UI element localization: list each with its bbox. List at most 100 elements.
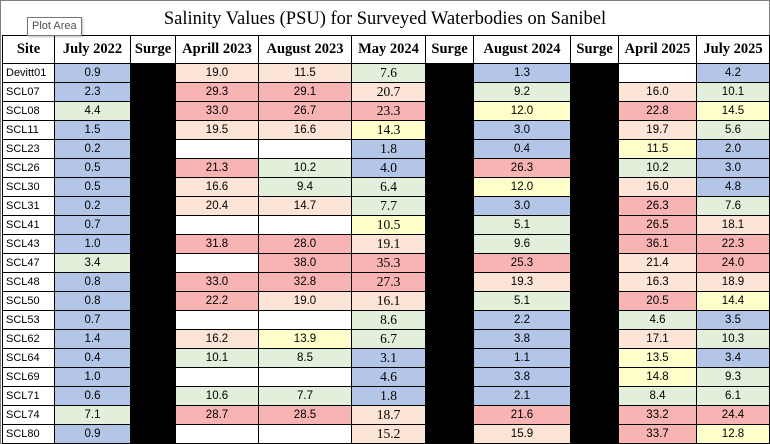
value-cell-july-2022: 0.4: [54, 348, 131, 368]
value-cell-july-2022: 0.2: [54, 196, 131, 216]
site-cell: SCL53: [2, 310, 55, 330]
value-cell-july-2025: 18.9: [696, 272, 770, 292]
value-cell-april-2023: 20.4: [175, 196, 259, 216]
surge-cell: [130, 234, 176, 254]
value-cell-april-2023: [175, 139, 259, 159]
value-cell-july-2025: 4.8: [696, 177, 770, 197]
site-cell: SCL30: [2, 177, 55, 197]
surge-cell: [130, 253, 176, 273]
site-cell: SCL74: [2, 405, 55, 425]
value-cell-august-2023: 13.9: [258, 329, 352, 349]
value-cell-april-2025: [618, 63, 697, 83]
surge-cell: [425, 272, 474, 292]
value-cell-april-2025: 17.1: [618, 329, 697, 349]
value-cell-august-2023: 38.0: [258, 253, 352, 273]
value-cell-august-2023: 8.5: [258, 348, 352, 368]
site-cell: SCL31: [2, 196, 55, 216]
table-row: SCL41 0.7 10.5 5.1 26.5 18.1: [2, 215, 770, 235]
site-cell: SCL48: [2, 272, 55, 292]
value-cell-april-2025: 4.6: [618, 310, 697, 330]
surge-cell: [130, 158, 176, 178]
value-cell-july-2022: 0.8: [54, 291, 131, 311]
value-cell-april-2023: [175, 367, 259, 387]
value-cell-april-2023: 19.0: [175, 63, 259, 83]
surge-cell: [425, 196, 474, 216]
value-cell-july-2025: 12.8: [696, 424, 770, 444]
surge-cell: [130, 272, 176, 292]
surge-cell: [570, 272, 619, 292]
header-surge-2: Surge: [425, 35, 474, 64]
header-site: Site: [2, 35, 55, 64]
value-cell-april-2025: 19.7: [618, 120, 697, 140]
header-august-2024: August 2024: [473, 35, 571, 64]
value-cell-august-2024: 3.8: [473, 329, 571, 349]
value-cell-april-2023: 16.2: [175, 329, 259, 349]
value-cell-august-2024: 9.2: [473, 82, 571, 102]
site-cell: SCL50: [2, 291, 55, 311]
table-row: SCL23 0.2 1.8 0.4 11.5 2.0: [2, 139, 770, 159]
surge-cell: [425, 253, 474, 273]
value-cell-may-2024: 3.1: [351, 348, 426, 368]
value-cell-august-2024: 5.1: [473, 215, 571, 235]
surge-cell: [570, 63, 619, 83]
surge-cell: [425, 101, 474, 121]
value-cell-august-2023: 9.4: [258, 177, 352, 197]
value-cell-july-2025: 3.0: [696, 158, 770, 178]
surge-cell: [130, 310, 176, 330]
surge-cell: [130, 120, 176, 140]
value-cell-august-2024: 12.0: [473, 101, 571, 121]
value-cell-august-2024: 1.1: [473, 348, 571, 368]
site-cell: SCL64: [2, 348, 55, 368]
surge-cell: [570, 120, 619, 140]
value-cell-august-2024: 3.0: [473, 196, 571, 216]
surge-cell: [570, 158, 619, 178]
header-july-2022: July 2022: [54, 35, 131, 64]
surge-cell: [425, 424, 474, 444]
value-cell-august-2024: 1.3: [473, 63, 571, 83]
value-cell-july-2022: 0.8: [54, 272, 131, 292]
value-cell-august-2024: 9.6: [473, 234, 571, 254]
surge-cell: [130, 329, 176, 349]
surge-cell: [130, 348, 176, 368]
value-cell-august-2024: 26.3: [473, 158, 571, 178]
site-cell: SCL47: [2, 253, 55, 273]
value-cell-july-2022: 1.4: [54, 329, 131, 349]
value-cell-april-2023: 21.3: [175, 158, 259, 178]
value-cell-july-2022: 2.3: [54, 82, 131, 102]
surge-cell: [570, 386, 619, 406]
value-cell-july-2025: 24.4: [696, 405, 770, 425]
value-cell-april-2025: 10.2: [618, 158, 697, 178]
value-cell-may-2024: 16.1: [351, 291, 426, 311]
value-cell-july-2022: 0.5: [54, 177, 131, 197]
surge-cell: [570, 424, 619, 444]
value-cell-april-2023: 33.0: [175, 272, 259, 292]
value-cell-august-2023: 29.1: [258, 82, 352, 102]
surge-cell: [570, 367, 619, 387]
site-cell: SCL43: [2, 234, 55, 254]
value-cell-august-2024: 21.6: [473, 405, 571, 425]
value-cell-july-2022: 4.4: [54, 101, 131, 121]
value-cell-may-2024: 4.6: [351, 367, 426, 387]
value-cell-august-2023: [258, 310, 352, 330]
value-cell-july-2022: 1.0: [54, 234, 131, 254]
surge-cell: [570, 348, 619, 368]
header-may-2024: May 2024: [351, 35, 426, 64]
surge-cell: [425, 82, 474, 102]
surge-cell: [425, 234, 474, 254]
value-cell-july-2022: 0.7: [54, 310, 131, 330]
value-cell-august-2024: 12.0: [473, 177, 571, 197]
value-cell-july-2022: 0.7: [54, 215, 131, 235]
value-cell-may-2024: 8.6: [351, 310, 426, 330]
value-cell-april-2025: 20.5: [618, 291, 697, 311]
value-cell-july-2022: 0.2: [54, 139, 131, 159]
value-cell-august-2023: 26.7: [258, 101, 352, 121]
value-cell-may-2024: 19.1: [351, 234, 426, 254]
surge-cell: [130, 291, 176, 311]
value-cell-july-2022: 3.4: [54, 253, 131, 273]
value-cell-april-2025: 16.3: [618, 272, 697, 292]
value-cell-july-2025: 10.1: [696, 82, 770, 102]
table-row: SCL69 1.0 4.6 3.8 14.8 9.3: [2, 367, 770, 387]
site-cell: SCL62: [2, 329, 55, 349]
value-cell-july-2022: 1.0: [54, 367, 131, 387]
